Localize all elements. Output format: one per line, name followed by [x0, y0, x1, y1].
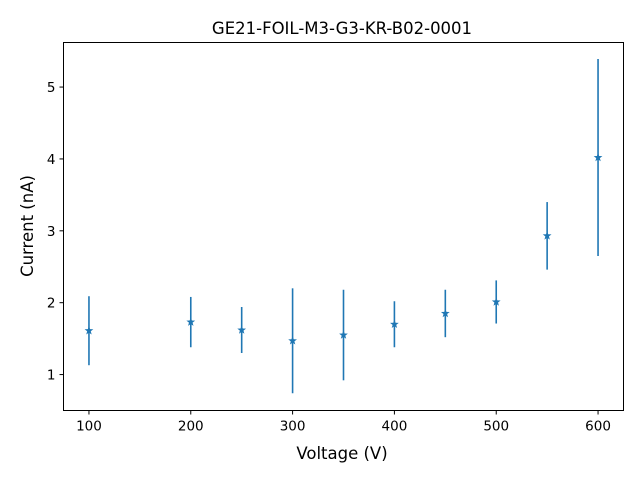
data-point	[186, 317, 196, 326]
y-axis: 1 2 3 4 5	[47, 80, 64, 384]
x-axis-label: Voltage (V)	[296, 444, 387, 463]
data-point	[84, 326, 94, 335]
y-tick-label: 4	[47, 152, 56, 168]
data-point	[440, 308, 450, 318]
x-tick-label: 600	[585, 419, 611, 435]
data-point	[390, 319, 399, 328]
data-point	[237, 325, 247, 334]
data-point	[593, 152, 603, 162]
y-tick-label: 3	[47, 224, 56, 240]
y-tick-label: 2	[47, 296, 56, 312]
y-tick-label: 5	[47, 80, 56, 96]
y-tick-label: 1	[47, 368, 56, 384]
data-point	[339, 330, 348, 339]
data-point	[491, 297, 501, 306]
data-point	[542, 231, 552, 240]
axes-frame	[63, 42, 624, 411]
y-axis-label: Current (nA)	[18, 175, 37, 277]
plot-area	[84, 59, 603, 394]
x-tick-label: 400	[382, 419, 408, 435]
x-axis: 100 200 300 400 500 600	[76, 410, 611, 435]
data-point	[288, 336, 297, 345]
x-tick-label: 100	[76, 419, 102, 435]
x-tick-label: 300	[280, 419, 306, 435]
x-tick-label: 500	[483, 419, 509, 435]
x-tick-label: 200	[178, 419, 204, 435]
chart-title: GE21-FOIL-M3-G3-KR-B02-0001	[212, 19, 472, 38]
